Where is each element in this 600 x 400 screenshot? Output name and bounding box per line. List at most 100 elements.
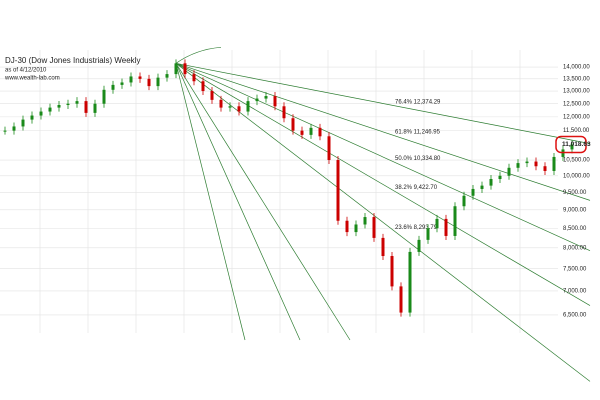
fan-line [175, 62, 591, 144]
candle [291, 118, 295, 131]
candle [543, 166, 547, 171]
fan-label: 23.6% 8,293.79 [395, 225, 438, 231]
candle [426, 228, 430, 240]
fan-ray [175, 63, 246, 341]
candle [444, 218, 448, 236]
y-tick-label: 13,500.00 [563, 76, 590, 82]
candle [165, 74, 169, 78]
last-price-box [555, 135, 587, 154]
y-tick-label: 12,000.00 [563, 114, 590, 120]
candle [48, 107, 52, 112]
y-tick-label: 8,000.00 [563, 245, 587, 251]
candle [525, 161, 529, 164]
y-tick-label: 6,500.00 [563, 312, 587, 318]
candle [174, 63, 178, 75]
fan-ray [175, 63, 301, 341]
fan-lines: 76.4% 12,374.29 61.8% 11,246.95 50.0% 10,3… [175, 46, 591, 382]
candle [183, 63, 187, 75]
candle [228, 106, 232, 108]
candle [300, 130, 304, 135]
fan-line [175, 63, 591, 201]
fan-label: 50.0% 10,334.80 [395, 156, 441, 162]
candle [390, 256, 394, 287]
fan-label: 76.4% 12,374.29 [395, 99, 441, 105]
chart-title: DJ-30 (Dow Jones Industrials) Weekly [5, 56, 140, 65]
candle [156, 77, 160, 87]
y-tick-label: 10,500.00 [563, 158, 590, 164]
candle [507, 167, 511, 176]
candle [66, 103, 70, 105]
candle [417, 239, 421, 252]
y-tick-label: 12,500.00 [563, 101, 590, 107]
candle [246, 101, 250, 112]
candle [21, 119, 25, 127]
y-tick-label: 7,500.00 [563, 266, 587, 272]
candle [12, 126, 16, 131]
candle [534, 161, 538, 167]
candle [489, 179, 493, 186]
candle [552, 156, 556, 171]
y-tick-label: 13,000.00 [563, 89, 590, 95]
candle [282, 106, 286, 119]
candle [120, 82, 124, 85]
candle [498, 175, 502, 180]
candle [408, 251, 412, 313]
candle [75, 101, 79, 104]
candle [93, 103, 97, 113]
source: www.wealth-lab.com [4, 76, 60, 82]
fan-label: 61.8% 11,246.95 [395, 129, 441, 135]
candle [30, 115, 34, 120]
candle [516, 163, 520, 168]
y-tick-label: 14,000.00 [563, 65, 590, 71]
candle [201, 81, 205, 92]
candle [3, 130, 7, 132]
subtitle: as of 4/12/2010 [5, 68, 47, 74]
candle [84, 101, 88, 113]
y-tick-label: 10,000.00 [563, 173, 590, 179]
y-tick-label: 9,000.00 [563, 207, 587, 213]
candle [111, 84, 115, 90]
fan-ray [175, 63, 351, 341]
candle [570, 144, 574, 150]
candle [381, 237, 385, 257]
candle [480, 185, 484, 189]
candle [147, 78, 151, 87]
candle [273, 96, 277, 107]
candle [345, 220, 349, 233]
candle [57, 104, 61, 108]
candle [264, 96, 268, 99]
candle [210, 91, 214, 100]
candle [102, 89, 106, 104]
candle [237, 106, 241, 112]
fan-label: 38.2% 9,422.70 [395, 185, 438, 191]
candle [318, 127, 322, 137]
candle [462, 195, 466, 207]
y-tick-label: 7,000.00 [563, 289, 587, 295]
fan-line [175, 63, 591, 251]
candle [471, 188, 475, 196]
candle [138, 76, 142, 79]
candle [39, 111, 43, 116]
candle [372, 217, 376, 238]
candle [129, 76, 133, 83]
candle [435, 218, 439, 229]
candle [192, 74, 196, 82]
candle [309, 127, 313, 135]
fan-arc [175, 46, 222, 64]
y-tick-label: 9,500.00 [563, 190, 587, 196]
candle [219, 99, 223, 108]
candle [354, 224, 358, 233]
fan-line [175, 63, 591, 382]
candle [336, 160, 340, 221]
candle [363, 217, 367, 225]
y-tick-label: 8,500.00 [563, 226, 587, 232]
candle [327, 136, 331, 161]
last-price-label: 11,018.63 [562, 141, 591, 148]
candle [255, 98, 259, 102]
candle [399, 286, 403, 313]
y-tick-label: 11,500.00 [563, 128, 590, 134]
candle [453, 206, 457, 236]
fan-line [175, 63, 591, 306]
